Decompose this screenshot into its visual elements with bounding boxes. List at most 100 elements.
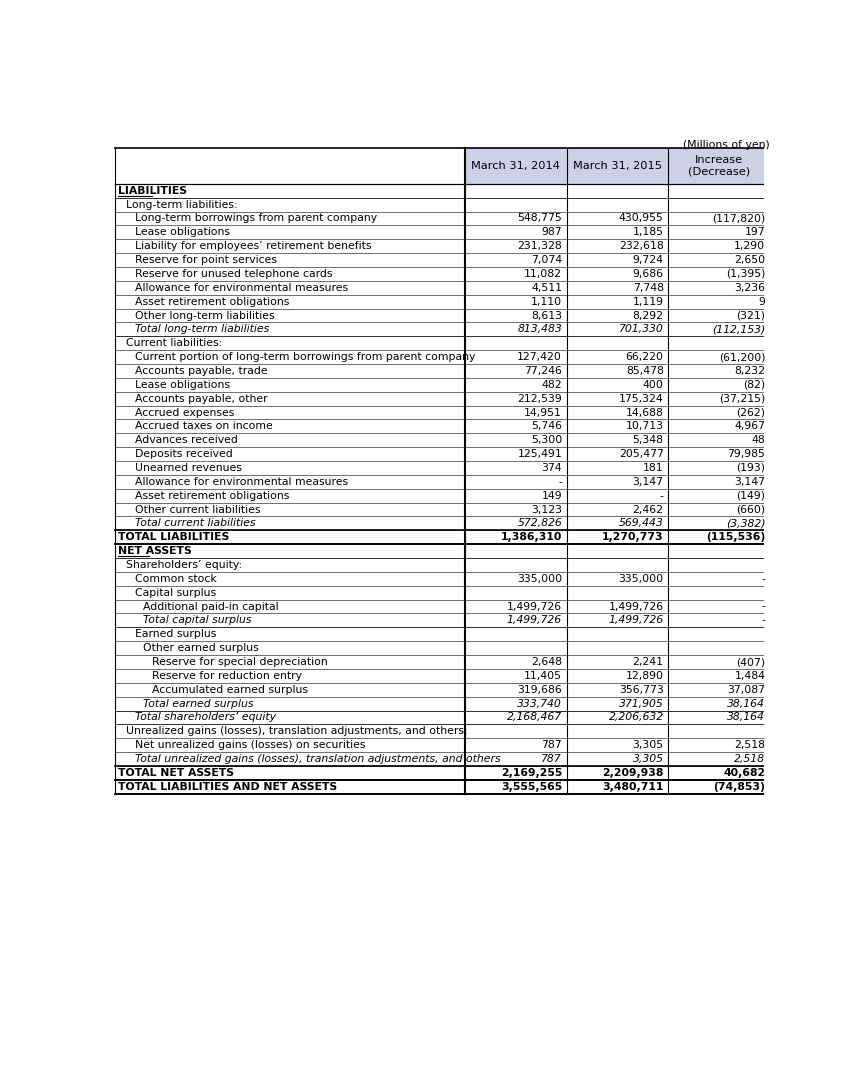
Text: (149): (149) (736, 491, 765, 501)
Text: Asset retirement obligations: Asset retirement obligations (134, 296, 289, 307)
Text: 12,890: 12,890 (625, 671, 664, 681)
Text: 1,386,310: 1,386,310 (500, 532, 562, 542)
Text: Current liabilities:: Current liabilities: (126, 338, 222, 348)
Text: 14,688: 14,688 (625, 408, 664, 417)
Text: 1,290: 1,290 (734, 241, 765, 251)
Text: 9,724: 9,724 (632, 255, 664, 265)
Text: LIABILITIES: LIABILITIES (117, 186, 186, 196)
Text: 232,618: 232,618 (619, 241, 664, 251)
Text: TOTAL LIABILITIES: TOTAL LIABILITIES (117, 532, 229, 542)
Text: (74,853): (74,853) (713, 782, 765, 792)
Text: 77,246: 77,246 (524, 366, 562, 376)
Text: 3,480,711: 3,480,711 (603, 782, 664, 792)
Text: 9: 9 (758, 296, 765, 307)
Text: Other earned surplus: Other earned surplus (143, 643, 259, 653)
Text: 1,499,726: 1,499,726 (608, 601, 664, 612)
Text: (Millions of yen): (Millions of yen) (683, 140, 770, 150)
Text: 3,305: 3,305 (632, 754, 664, 764)
Text: -: - (558, 477, 562, 487)
Text: Accumulated earned surplus: Accumulated earned surplus (151, 685, 307, 694)
Text: Other long-term liabilities: Other long-term liabilities (134, 310, 274, 321)
Text: Total current liabilities: Total current liabilities (134, 518, 255, 529)
Text: 548,775: 548,775 (517, 214, 562, 224)
Text: 356,773: 356,773 (619, 685, 664, 694)
Text: 4,967: 4,967 (734, 422, 765, 431)
Text: (115,536): (115,536) (706, 532, 765, 542)
Text: 11,405: 11,405 (524, 671, 562, 681)
Text: Liability for employees’ retirement benefits: Liability for employees’ retirement bene… (134, 241, 371, 251)
Text: 40,682: 40,682 (723, 768, 765, 778)
Text: Long-term borrowings from parent company: Long-term borrowings from parent company (134, 214, 377, 224)
Bar (567, 149, 668, 184)
Text: Lease obligations: Lease obligations (134, 380, 230, 389)
Text: 813,483: 813,483 (517, 324, 562, 334)
Text: Capital surplus: Capital surplus (134, 587, 216, 598)
Text: Additional paid-in capital: Additional paid-in capital (143, 601, 279, 612)
Text: Long-term liabilities:: Long-term liabilities: (126, 200, 237, 210)
Text: 482: 482 (541, 380, 562, 389)
Text: Net unrealized gains (losses) on securities: Net unrealized gains (losses) on securit… (134, 740, 365, 750)
Text: 1,110: 1,110 (531, 296, 562, 307)
Text: Total shareholders’ equity: Total shareholders’ equity (134, 713, 276, 722)
Text: Asset retirement obligations: Asset retirement obligations (134, 491, 289, 501)
Text: 1,270,773: 1,270,773 (602, 532, 664, 542)
Text: (262): (262) (736, 408, 765, 417)
Text: 787: 787 (541, 740, 562, 750)
Text: (112,153): (112,153) (712, 324, 765, 334)
Text: 125,491: 125,491 (517, 449, 562, 459)
Text: (3,382): (3,382) (726, 518, 765, 529)
Text: March 31, 2014: March 31, 2014 (471, 162, 560, 171)
Text: TOTAL LIABILITIES AND NET ASSETS: TOTAL LIABILITIES AND NET ASSETS (117, 782, 337, 792)
Text: 374: 374 (541, 463, 562, 473)
Text: Accounts payable, trade: Accounts payable, trade (134, 366, 267, 376)
Text: 181: 181 (643, 463, 664, 473)
Text: Accounts payable, other: Accounts payable, other (134, 394, 267, 403)
Text: 8,613: 8,613 (531, 310, 562, 321)
Text: Total unrealized gains (losses), translation adjustments, and others: Total unrealized gains (losses), transla… (134, 754, 500, 764)
Text: -: - (660, 491, 664, 501)
Text: NET ASSETS: NET ASSETS (117, 546, 191, 556)
Text: 7,748: 7,748 (632, 282, 664, 293)
Text: Reserve for point services: Reserve for point services (134, 255, 277, 265)
Text: 572,826: 572,826 (517, 518, 562, 529)
Text: Accrued expenses: Accrued expenses (134, 408, 234, 417)
Text: 3,123: 3,123 (531, 505, 562, 515)
Text: Reserve for reduction entry: Reserve for reduction entry (151, 671, 301, 681)
Text: Shareholders’ equity:: Shareholders’ equity: (126, 560, 243, 570)
Text: Reserve for special depreciation: Reserve for special depreciation (151, 657, 328, 667)
Text: 2,648: 2,648 (531, 657, 562, 667)
Text: Other current liabilities: Other current liabilities (134, 505, 260, 515)
Text: Allowance for environmental measures: Allowance for environmental measures (134, 282, 348, 293)
Bar (465, 149, 567, 184)
Text: -: - (762, 574, 765, 584)
Text: 3,147: 3,147 (632, 477, 664, 487)
Text: (61,200): (61,200) (719, 352, 765, 362)
Text: 335,000: 335,000 (619, 574, 664, 584)
Text: 569,443: 569,443 (619, 518, 664, 529)
Text: 400: 400 (643, 380, 664, 389)
Text: 79,985: 79,985 (728, 449, 765, 459)
Text: 197: 197 (745, 227, 765, 238)
Text: Total earned surplus: Total earned surplus (143, 699, 254, 708)
Text: 2,169,255: 2,169,255 (500, 768, 562, 778)
Text: TOTAL NET ASSETS: TOTAL NET ASSETS (117, 768, 234, 778)
Text: 3,555,565: 3,555,565 (500, 782, 562, 792)
Text: 333,740: 333,740 (517, 699, 562, 708)
Text: 2,518: 2,518 (734, 754, 765, 764)
Text: 787: 787 (541, 754, 562, 764)
Text: Common stock: Common stock (134, 574, 216, 584)
Text: 66,220: 66,220 (625, 352, 664, 362)
Text: 11,082: 11,082 (524, 269, 562, 279)
Text: Total capital surplus: Total capital surplus (143, 615, 252, 626)
Text: Current portion of long-term borrowings from parent company: Current portion of long-term borrowings … (134, 352, 475, 362)
Text: 9,686: 9,686 (632, 269, 664, 279)
Text: 175,324: 175,324 (619, 394, 664, 403)
Text: 8,232: 8,232 (734, 366, 765, 376)
Text: 2,209,938: 2,209,938 (603, 768, 664, 778)
Text: 319,686: 319,686 (517, 685, 562, 694)
Text: March 31, 2015: March 31, 2015 (573, 162, 662, 171)
Text: Increase
(Decrease): Increase (Decrease) (688, 155, 751, 177)
Bar (668, 149, 770, 184)
Text: 2,168,467: 2,168,467 (507, 713, 562, 722)
Text: Advances received: Advances received (134, 435, 237, 445)
